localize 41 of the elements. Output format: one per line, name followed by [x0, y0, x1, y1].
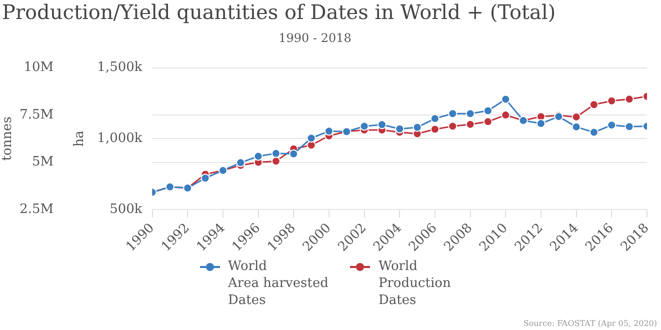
point: [572, 122, 581, 132]
y2-axis-title: ha: [72, 130, 87, 147]
y-tick-label: 10M: [24, 60, 54, 76]
point: [377, 120, 386, 130]
point: [254, 152, 263, 161]
point: [430, 124, 440, 134]
point: [395, 124, 404, 134]
point: [200, 174, 210, 183]
point: [412, 122, 422, 132]
point: [289, 149, 298, 158]
point: [607, 96, 616, 106]
point: [271, 156, 280, 166]
legend-label: World Area harvested Dates: [228, 258, 328, 309]
y2-tick-label: 1,000k: [97, 131, 142, 146]
point: [271, 148, 280, 158]
legend-label: World Production Dates: [378, 258, 451, 309]
y-tick-label: 5M: [32, 154, 54, 170]
point: [448, 122, 458, 131]
point: [360, 122, 369, 131]
point: [501, 94, 510, 104]
chart-subtitle: 1990 - 2018: [278, 31, 352, 45]
point: [466, 120, 475, 129]
y-tick-label: 2.5M: [20, 202, 54, 217]
point: [448, 109, 458, 118]
y2-tick-label: 500k: [110, 202, 142, 217]
source-note: Source: FAOSTAT (Apr 05, 2020): [523, 319, 657, 328]
point: [589, 128, 598, 137]
y2-tick-label: 1,500k: [97, 60, 142, 76]
point: [483, 117, 492, 126]
point: [324, 126, 334, 136]
point: [236, 158, 246, 168]
point: [607, 120, 616, 130]
point: [589, 100, 598, 110]
point: [624, 122, 634, 132]
point: [466, 109, 475, 118]
y-axis-title: tonnes: [0, 116, 16, 161]
point: [624, 94, 634, 104]
point: [483, 106, 492, 116]
chart-title: Production/Yield quantities of Dates in World + (Total): [2, 0, 556, 24]
point: [306, 134, 316, 143]
y-tick-label: 7.5M: [20, 107, 54, 122]
